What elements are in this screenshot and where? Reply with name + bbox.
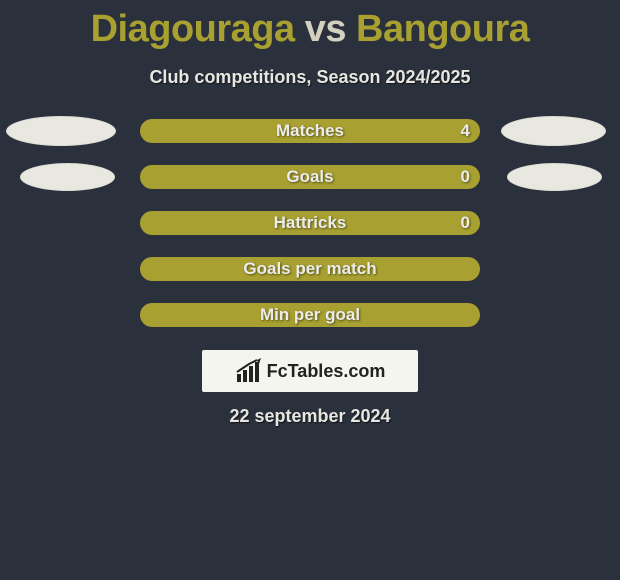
- stat-label: Hattricks: [140, 213, 480, 233]
- stat-row-hattricks: Hattricks 0: [0, 200, 620, 246]
- page-title: Diagouraga vs Bangoura: [0, 0, 620, 55]
- stat-bar: Matches 4: [140, 119, 480, 143]
- player2-name: Bangoura: [356, 8, 529, 50]
- player1-ellipse: [20, 163, 115, 191]
- vs-separator: vs: [305, 8, 346, 50]
- stat-label: Min per goal: [140, 305, 480, 325]
- player2-ellipse: [501, 116, 606, 146]
- stat-bar: Goals per match: [140, 257, 480, 281]
- bar-chart-trend-icon: [235, 358, 261, 384]
- stat-bar: Min per goal: [140, 303, 480, 327]
- stat-bar: Goals 0: [140, 165, 480, 189]
- subtitle: Club competitions, Season 2024/2025: [0, 55, 620, 108]
- stat-rows: Matches 4 Goals 0 Hattricks 0 Goals per …: [0, 108, 620, 338]
- logo-text: FcTables.com: [267, 361, 386, 382]
- stat-row-goals-per-match: Goals per match: [0, 246, 620, 292]
- player2-ellipse: [507, 163, 602, 191]
- stat-value: 0: [461, 167, 470, 187]
- stat-row-matches: Matches 4: [0, 108, 620, 154]
- stat-label: Matches: [140, 121, 480, 141]
- stat-value: 4: [461, 121, 470, 141]
- player1-name: Diagouraga: [91, 8, 295, 50]
- stat-bar: Hattricks 0: [140, 211, 480, 235]
- stat-label: Goals: [140, 167, 480, 187]
- source-logo: FcTables.com: [202, 350, 418, 392]
- stat-row-goals: Goals 0: [0, 154, 620, 200]
- player1-ellipse: [6, 116, 116, 146]
- date-text: 22 september 2024: [0, 392, 620, 441]
- stat-row-min-per-goal: Min per goal: [0, 292, 620, 338]
- stat-value: 0: [461, 213, 470, 233]
- comparison-infographic: Diagouraga vs Bangoura Club competitions…: [0, 0, 620, 441]
- stat-label: Goals per match: [140, 259, 480, 279]
